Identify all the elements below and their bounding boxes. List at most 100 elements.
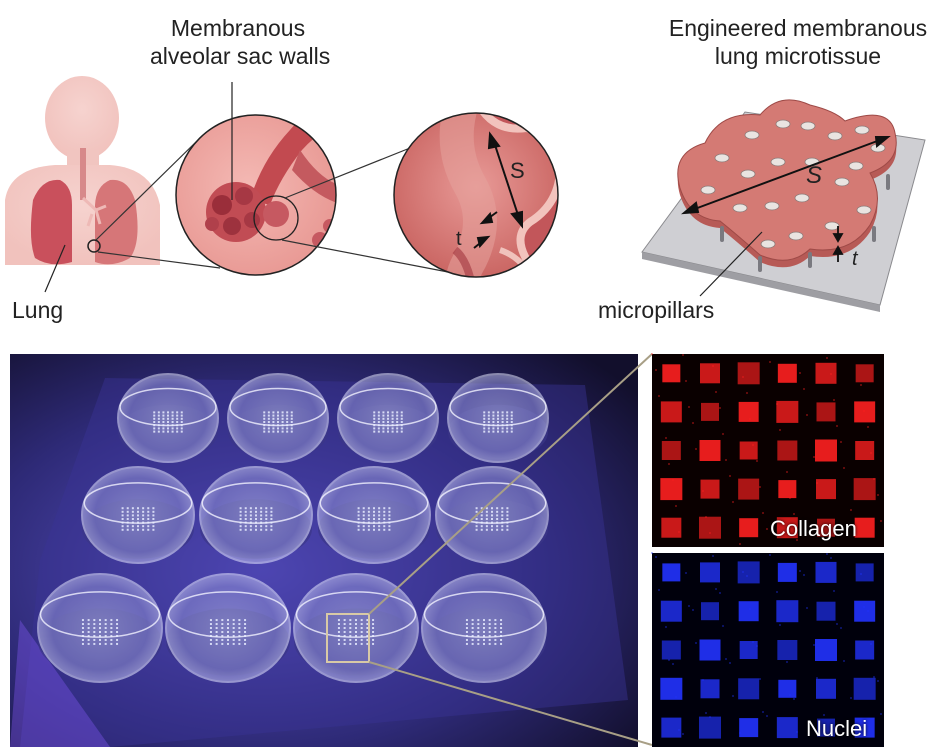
fluorescent-spot bbox=[815, 639, 837, 661]
fluorescent-spot bbox=[853, 478, 876, 501]
fluorescent-spot bbox=[739, 718, 759, 738]
fluorescent-spot bbox=[661, 717, 682, 738]
fluorescent-spot bbox=[661, 517, 682, 538]
fluorescent-spot bbox=[699, 639, 721, 661]
fluorescent-spot bbox=[737, 362, 760, 385]
culture-well bbox=[37, 573, 163, 683]
fluorescent-spot bbox=[815, 439, 837, 462]
fluorescent-spot bbox=[661, 441, 681, 460]
culture-well bbox=[117, 373, 219, 463]
micropillar-legs bbox=[720, 174, 890, 272]
t-label-microtissue: t bbox=[852, 248, 858, 270]
fluorescent-spot bbox=[778, 679, 797, 698]
culture-well bbox=[317, 466, 431, 564]
photo-zoom-line-bottom bbox=[368, 661, 653, 746]
t-label-zoom: t bbox=[456, 228, 462, 250]
fluorescent-spot bbox=[739, 518, 759, 538]
sac-wall-zoom bbox=[393, 112, 559, 278]
culture-wells bbox=[37, 373, 549, 683]
alveolar-sac-zoom bbox=[175, 114, 337, 276]
culture-well bbox=[227, 373, 329, 463]
fluorescent-spot bbox=[854, 517, 875, 538]
s-span-arrow bbox=[680, 136, 891, 215]
lung-label: Lung bbox=[12, 297, 64, 323]
micropillars-label: micropillars bbox=[598, 297, 715, 323]
fluorescent-spot bbox=[739, 441, 758, 460]
zoom-line-bottom-2 bbox=[281, 239, 449, 273]
fluorescent-spot bbox=[854, 717, 875, 738]
fluorescent-spot bbox=[660, 600, 682, 622]
fluorescent-spot bbox=[738, 401, 759, 422]
engineered-label-line-2: lung microtissue bbox=[714, 43, 882, 69]
lung-organ bbox=[30, 148, 138, 265]
fluorescent-spot bbox=[776, 717, 798, 739]
fluorescent-spot bbox=[816, 479, 836, 500]
fluorescent-spot bbox=[817, 718, 835, 737]
fluorescent-spot bbox=[816, 678, 836, 699]
culture-well bbox=[165, 573, 291, 683]
collagen-label: Collagen bbox=[770, 516, 857, 541]
culture-well bbox=[199, 466, 313, 564]
culture-well bbox=[293, 573, 419, 683]
fluorescent-spot bbox=[699, 716, 721, 739]
s-label-zoom: S bbox=[510, 158, 525, 183]
fluorescent-spot bbox=[854, 600, 876, 622]
collagen-panel bbox=[651, 353, 884, 547]
fluorescent-spot bbox=[737, 561, 760, 584]
fluorescent-spot bbox=[855, 364, 874, 383]
micropillars bbox=[700, 119, 886, 249]
fluorescent-spot bbox=[699, 516, 721, 539]
fluorescent-spot bbox=[701, 402, 719, 421]
well-plate-photo bbox=[10, 354, 638, 747]
fluorescent-spot bbox=[855, 563, 874, 582]
fluorescent-spot bbox=[855, 640, 875, 660]
fluorescent-spot bbox=[700, 679, 720, 699]
culture-well bbox=[435, 466, 549, 564]
fluorescent-spot bbox=[776, 517, 798, 539]
nuclei-label: Nuclei bbox=[806, 716, 868, 741]
lung-zoom-marker bbox=[87, 239, 101, 253]
fluorescent-spot bbox=[855, 441, 875, 460]
fluorescent-spot bbox=[816, 402, 836, 422]
s-label-microtissue: S bbox=[806, 162, 823, 189]
fluorescent-spot bbox=[777, 440, 798, 461]
fluorescent-spot bbox=[662, 563, 681, 582]
fluorescent-spot bbox=[700, 363, 720, 384]
fluorescent-spot bbox=[739, 641, 758, 659]
fluorescent-spot bbox=[660, 677, 683, 700]
fluorescent-spot bbox=[662, 364, 681, 383]
alveolar-label: Membranous alveolar sac walls bbox=[150, 14, 331, 70]
culture-well bbox=[337, 373, 439, 463]
fluorescent-spot bbox=[816, 601, 836, 621]
fluorescent-spot bbox=[700, 562, 720, 583]
fluorescent-spot bbox=[738, 601, 759, 622]
fluorescent-spot bbox=[777, 562, 797, 582]
fluorescent-spot bbox=[777, 640, 798, 660]
photo-zoom-box bbox=[326, 613, 370, 663]
nuclei-panel bbox=[651, 552, 884, 747]
photo-zoom-line-top bbox=[368, 353, 653, 615]
micropillars-leader bbox=[699, 231, 763, 297]
lung-label-leader bbox=[44, 244, 66, 293]
t-thickness-arrows bbox=[832, 226, 844, 262]
microtissue-membrane bbox=[677, 99, 897, 268]
zoom-line-bottom-1 bbox=[97, 251, 221, 269]
fluorescent-spot bbox=[660, 401, 682, 423]
culture-well bbox=[421, 573, 547, 683]
fluorescent-spot bbox=[854, 401, 876, 423]
sac-zoom-marker bbox=[253, 195, 299, 241]
fluorescent-spot bbox=[700, 479, 720, 499]
fluorescent-spot bbox=[699, 440, 721, 461]
alveolar-label-line-2: alveolar sac walls bbox=[150, 43, 331, 69]
fluorescent-spot bbox=[661, 640, 681, 660]
fluorescent-spot bbox=[815, 362, 837, 384]
zoom-line-top-2 bbox=[284, 147, 411, 199]
s-dimension-arrow bbox=[487, 131, 523, 229]
fluorescent-spot bbox=[738, 678, 760, 700]
fluorescent-spot bbox=[815, 561, 837, 583]
fluorescent-spot bbox=[701, 602, 719, 621]
alveolar-label-line-1: Membranous bbox=[170, 15, 306, 41]
culture-well bbox=[447, 373, 549, 463]
fluorescent-spot bbox=[776, 400, 799, 423]
fluorescent-spot bbox=[778, 480, 797, 499]
